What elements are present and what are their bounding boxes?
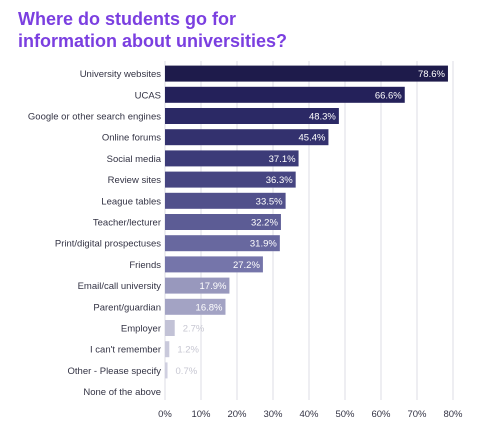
data-label: 78.6% — [418, 69, 445, 80]
data-label: 45.4% — [299, 133, 326, 144]
category-label: Google or other search engines — [28, 112, 161, 123]
category-label: Social media — [107, 154, 162, 165]
category-label: Parent/guardian — [93, 302, 161, 313]
category-label: Teacher/lecturer — [93, 218, 161, 229]
x-tick-label: 70% — [407, 409, 427, 420]
data-label: 2.7% — [183, 324, 205, 335]
chart-title: Where do students go for information abo… — [18, 8, 458, 52]
data-label: 32.2% — [251, 218, 278, 229]
x-tick-label: 0% — [158, 409, 172, 420]
x-tick-label: 20% — [227, 409, 247, 420]
bar — [165, 298, 226, 315]
bar — [165, 362, 168, 379]
bar — [165, 320, 175, 336]
x-tick-label: 30% — [263, 409, 283, 420]
data-label: 31.9% — [250, 239, 277, 250]
category-label: UCAS — [135, 90, 161, 101]
data-label: 33.5% — [256, 196, 283, 207]
data-label: 0.7% — [176, 366, 198, 377]
bar — [165, 256, 263, 273]
category-label: Review sites — [108, 175, 162, 186]
data-label: 1.2% — [177, 345, 199, 356]
bar — [165, 214, 281, 230]
bar — [165, 129, 329, 146]
data-label: 17.9% — [200, 281, 227, 292]
x-tick-label: 80% — [443, 409, 463, 420]
bar — [165, 277, 230, 294]
x-tick-label: 10% — [191, 409, 211, 420]
title-line-2: information about universities? — [18, 31, 288, 51]
bar — [165, 171, 296, 188]
x-tick-label: 60% — [371, 409, 391, 420]
category-label: University websites — [80, 69, 162, 80]
data-label: 37.1% — [269, 154, 296, 165]
data-label: 16.8% — [196, 302, 223, 313]
title-line-1: Where do students go for — [18, 9, 236, 29]
data-label: 48.3% — [309, 112, 336, 123]
bar — [165, 108, 339, 124]
category-label: Other - Please specify — [68, 366, 162, 377]
x-tick-label: 40% — [299, 409, 319, 420]
bar — [165, 341, 170, 358]
category-label: Friends — [129, 260, 161, 271]
bar — [165, 150, 299, 167]
category-label: Print/digital prospectuses — [55, 239, 161, 250]
category-label: League tables — [101, 196, 161, 207]
category-label: Online forums — [102, 133, 161, 144]
bar — [165, 235, 280, 252]
data-label: 66.6% — [375, 90, 402, 101]
data-label: 27.2% — [233, 260, 260, 271]
category-label: Email/call university — [78, 281, 162, 292]
bar — [165, 86, 405, 103]
data-label: 36.3% — [266, 175, 293, 186]
bar — [165, 192, 286, 209]
bar — [165, 65, 448, 82]
category-label: Employer — [121, 324, 161, 335]
category-label: None of the above — [83, 387, 161, 398]
x-tick-label: 50% — [335, 409, 355, 420]
category-label: I can't remember — [90, 345, 161, 356]
